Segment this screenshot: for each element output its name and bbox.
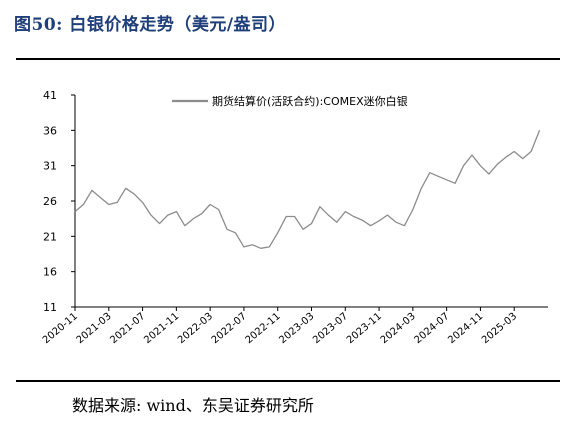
y-tick-label: 26 (43, 195, 57, 208)
chart-axes: 11 16 21 26 31 36 41 2020-112021-032021-072021-… (41, 89, 548, 346)
bottom-rule (16, 380, 560, 382)
x-tick-label: 2024-11 (446, 311, 485, 346)
legend-label: 期货结算价(活跃合约):COMEX迷你白银 (212, 94, 408, 108)
series-line-comex-mini-silver (74, 130, 541, 249)
top-rule (16, 58, 560, 60)
x-tick-label: 2020-11 (41, 311, 80, 346)
x-tick-label: 2022-11 (244, 311, 283, 346)
x-tick-label: 2021-11 (142, 311, 181, 346)
source-note: 数据来源: wind、东吴证券研究所 (72, 396, 314, 415)
x-tick-label: 2022-03 (176, 311, 215, 346)
x-tick-label: 2021-03 (75, 311, 114, 346)
y-tick-label: 41 (43, 89, 57, 102)
x-tick-label: 2021-07 (108, 311, 147, 346)
x-tick-label: 2023-07 (311, 311, 350, 346)
chart-legend: 期货结算价(活跃合约):COMEX迷你白银 (172, 94, 408, 108)
x-tick-label: 2023-11 (345, 311, 384, 346)
y-tick-label: 11 (43, 301, 57, 314)
silver-price-chart: 11 16 21 26 31 36 41 2020-112021-032021-072021-… (41, 89, 548, 346)
x-tick-label: 2023-03 (277, 311, 316, 346)
y-tick-label: 31 (43, 160, 57, 173)
x-tick-label: 2024-07 (412, 311, 451, 346)
figure-title: 图50: 白银价格走势（美元/盎司） (14, 15, 287, 35)
x-tick-label: 2022-07 (210, 311, 249, 346)
y-tick-label: 36 (43, 124, 57, 137)
y-tick-label: 21 (43, 230, 57, 243)
y-tick-label: 16 (43, 266, 57, 279)
x-tick-label: 2024-03 (379, 311, 418, 346)
x-tick-label: 2025-03 (480, 311, 519, 346)
